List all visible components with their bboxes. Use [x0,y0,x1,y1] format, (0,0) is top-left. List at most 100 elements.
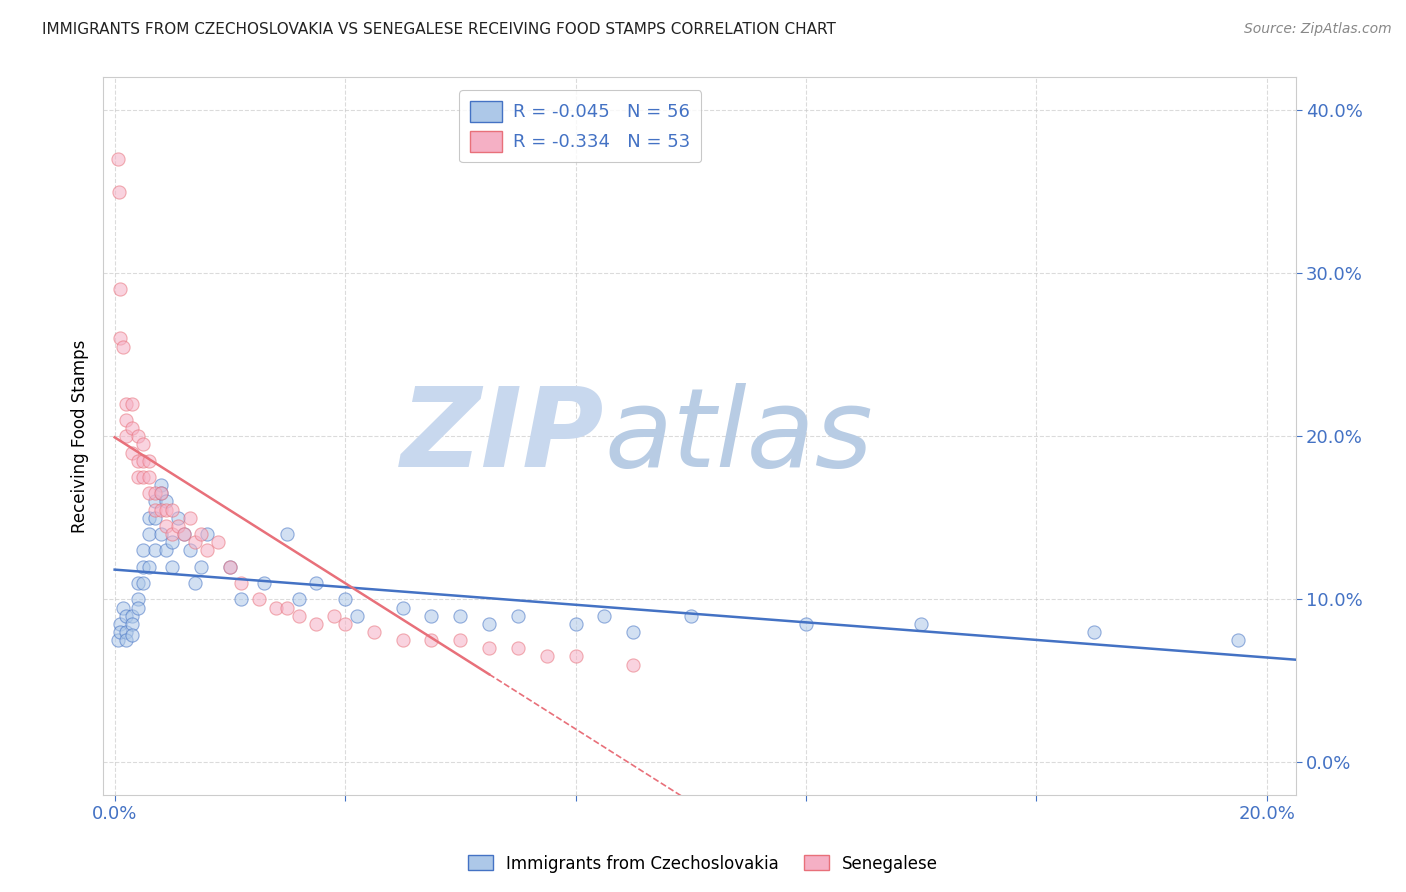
Point [143,510,166,524]
Point [127,470,149,484]
Point [108,185,131,199]
Point [420,608,443,623]
Point [449,633,471,648]
Point [112,340,135,354]
Point [276,527,298,541]
Point [1226,633,1249,648]
Point [564,649,586,664]
Point [110,616,132,631]
Point [218,559,240,574]
Text: IMMIGRANTS FROM CZECHOSLOVAKIA VS SENEGALESE RECEIVING FOOD STAMPS CORRELATION C: IMMIGRANTS FROM CZECHOSLOVAKIA VS SENEGA… [42,22,837,37]
Point [478,616,501,631]
Point [195,527,218,541]
Point [333,616,356,631]
Point [127,453,149,467]
Point [536,649,558,664]
Point [173,527,195,541]
Point [231,576,253,591]
Point [247,592,270,607]
Point [149,478,172,492]
Point [138,486,160,500]
Text: atlas: atlas [605,383,873,490]
Point [121,445,143,459]
Point [288,608,311,623]
Legend: Immigrants from Czechoslovakia, Senegalese: Immigrants from Czechoslovakia, Senegale… [461,848,945,880]
Point [621,624,644,639]
Point [253,576,276,591]
Point [121,421,143,435]
Point [110,283,132,297]
Point [184,535,207,549]
Point [143,486,166,500]
Point [138,527,160,541]
Point [910,616,932,631]
Point [190,559,212,574]
Point [138,510,160,524]
Point [132,543,155,558]
Point [110,331,132,345]
Point [138,559,160,574]
Point [167,510,190,524]
Point [121,397,143,411]
Point [593,608,616,623]
Point [363,624,385,639]
Point [138,470,160,484]
Point [127,429,149,443]
Point [1083,624,1105,639]
Point [346,608,368,623]
Point [218,559,240,574]
Point [132,559,155,574]
Point [132,437,155,451]
Point [155,543,177,558]
Point [121,616,143,631]
Point [621,657,644,672]
Point [288,592,311,607]
Point [127,600,149,615]
Point [231,592,253,607]
Point [162,527,184,541]
Point [143,502,166,516]
Point [506,641,529,656]
Point [143,494,166,508]
Point [305,576,328,591]
Point [276,600,298,615]
Point [155,502,177,516]
Point [127,576,149,591]
Point [115,413,138,427]
Legend: R = -0.045   N = 56, R = -0.334   N = 53: R = -0.045 N = 56, R = -0.334 N = 53 [458,90,702,162]
Point [794,616,817,631]
Point [155,519,177,533]
Point [132,470,155,484]
Point [115,608,138,623]
Point [143,543,166,558]
Point [132,453,155,467]
Point [195,543,218,558]
Point [107,633,129,648]
Point [420,633,443,648]
Point [115,429,138,443]
Y-axis label: Receiving Food Stamps: Receiving Food Stamps [72,340,89,533]
Point [162,535,184,549]
Point [305,616,328,631]
Point [264,600,287,615]
Text: Source: ZipAtlas.com: Source: ZipAtlas.com [1244,22,1392,37]
Point [138,453,160,467]
Point [149,486,172,500]
Point [149,527,172,541]
Point [110,624,132,639]
Point [121,628,143,642]
Point [162,559,184,574]
Point [127,592,149,607]
Point [149,502,172,516]
Point [391,633,413,648]
Point [679,608,702,623]
Point [478,641,501,656]
Point [132,576,155,591]
Point [506,608,529,623]
Point [564,616,586,631]
Point [115,397,138,411]
Point [121,608,143,623]
Point [333,592,356,607]
Point [190,527,212,541]
Point [179,543,201,558]
